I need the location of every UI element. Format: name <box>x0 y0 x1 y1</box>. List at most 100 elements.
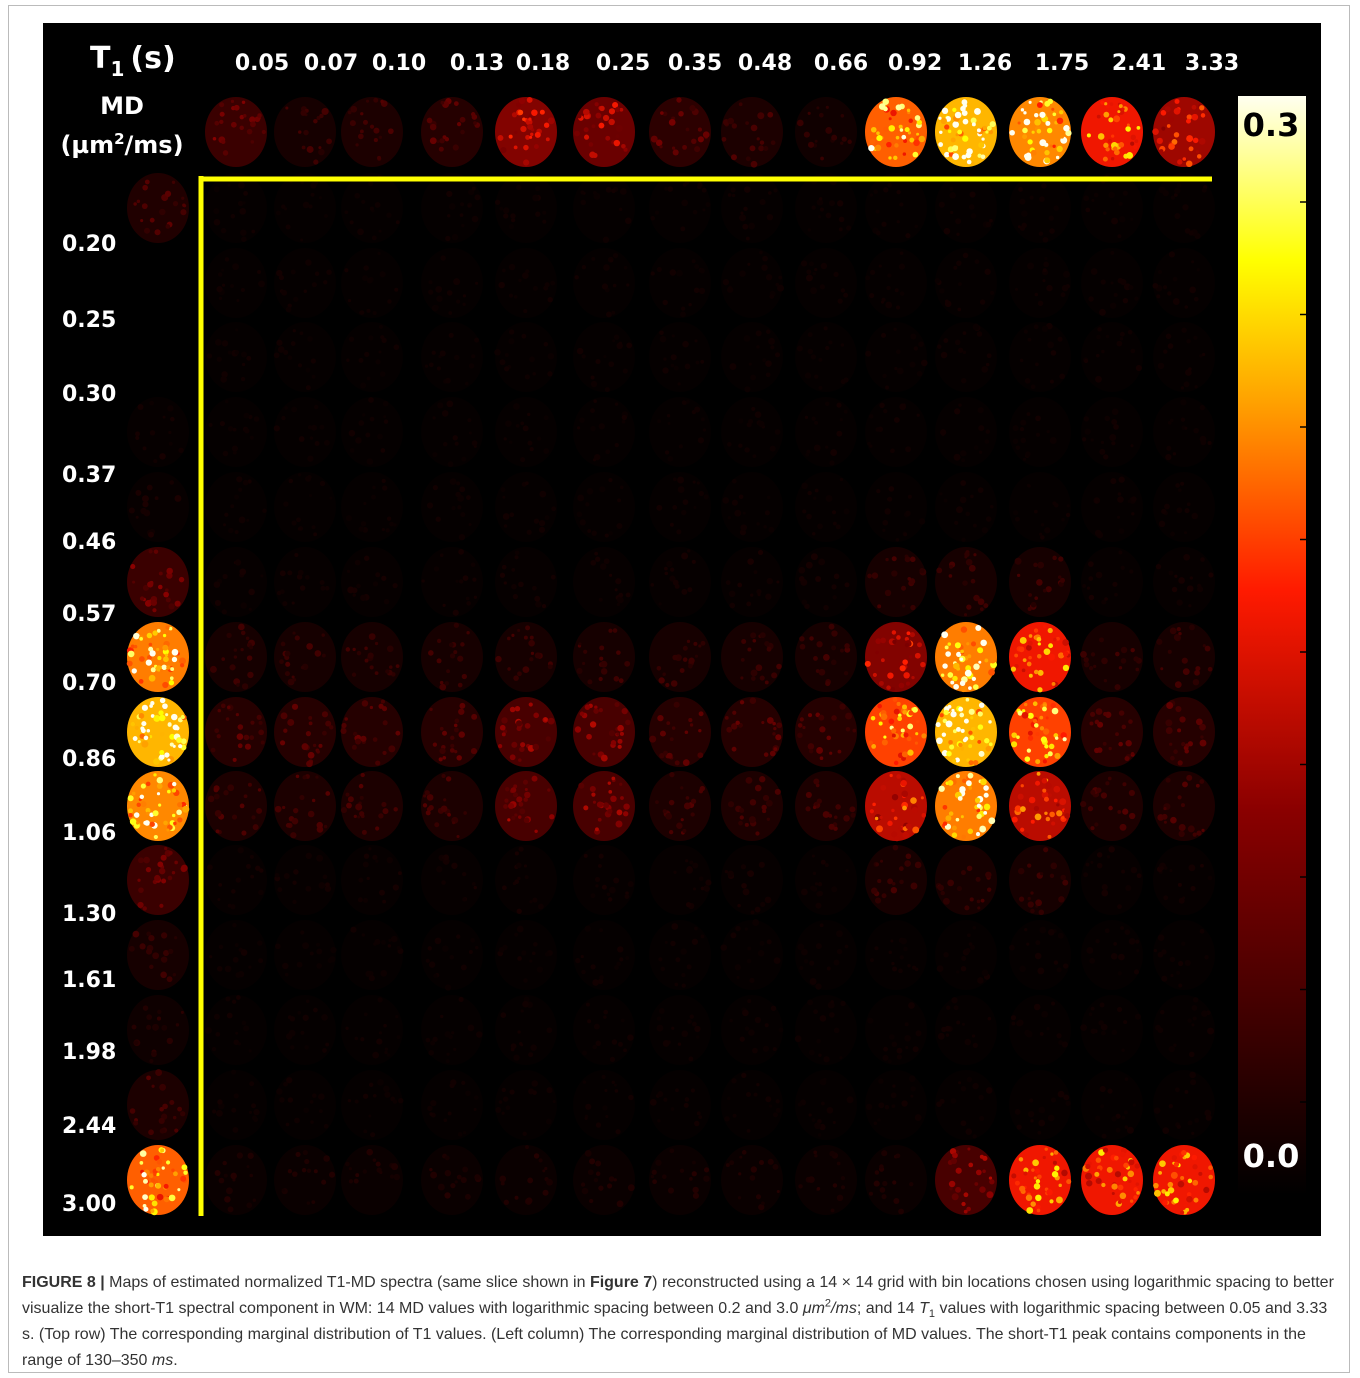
brain-speck <box>611 740 616 745</box>
brain-speck <box>308 752 315 759</box>
brain-speck <box>374 939 380 945</box>
brain-speck <box>308 716 312 720</box>
brain-speck <box>382 751 386 755</box>
brain-speck <box>253 1109 259 1115</box>
brain-speck <box>1046 1027 1049 1030</box>
brain-speck <box>545 952 550 957</box>
brain-speck <box>173 201 178 206</box>
brain-speck <box>290 1045 295 1050</box>
brain-speck <box>1185 228 1191 234</box>
brain-speck <box>1114 293 1118 297</box>
brain-speck <box>535 652 541 658</box>
brain-speck <box>948 740 953 745</box>
brain-speck <box>159 453 165 459</box>
brain-speck <box>429 708 432 711</box>
brain-speck <box>463 294 466 297</box>
brain-speck <box>1100 100 1104 104</box>
brain-speck <box>348 110 352 114</box>
brain-speck <box>619 957 623 961</box>
brain-speck <box>818 891 823 896</box>
brain-speck <box>695 361 699 365</box>
brain-speck <box>868 741 873 746</box>
brain-speck <box>305 575 310 580</box>
brain-speck <box>428 289 433 294</box>
brain-map <box>721 322 783 392</box>
brain-speck <box>1175 1087 1180 1092</box>
brain-speck <box>939 202 945 208</box>
brain-speck <box>304 290 307 293</box>
brain-speck <box>452 821 455 824</box>
brain-speck <box>162 703 168 709</box>
brain-speck <box>241 830 246 835</box>
brain-speck <box>816 1039 821 1044</box>
brain-speck <box>523 978 528 983</box>
brain-speck <box>832 595 836 599</box>
brain-speck <box>1101 1031 1106 1036</box>
brain-speck <box>207 864 213 870</box>
brain-speck <box>763 1046 769 1052</box>
brain-speck <box>612 1039 617 1044</box>
brain-speck <box>1104 416 1110 422</box>
brain-speck <box>673 149 679 155</box>
brain-speck <box>1203 1187 1209 1193</box>
brain-speck <box>615 578 621 584</box>
brain-speck <box>618 593 623 598</box>
brain-speck <box>324 1124 329 1129</box>
brain-speck <box>898 1209 904 1215</box>
brain-speck <box>890 110 896 116</box>
brain-speck <box>1159 521 1166 528</box>
brain-speck <box>137 803 141 807</box>
brain-map <box>205 248 267 318</box>
brain-speck <box>944 228 951 235</box>
brain-speck <box>163 821 168 826</box>
brain-speck <box>439 147 444 152</box>
brain-speck <box>288 1169 292 1173</box>
brain-speck <box>281 204 286 209</box>
brain-speck <box>989 219 993 223</box>
brain-speck <box>1167 124 1171 128</box>
brain-speck <box>624 148 628 152</box>
brain-speck <box>533 744 540 751</box>
brain-speck <box>704 886 710 892</box>
brain-speck <box>1021 210 1028 217</box>
brain-speck <box>153 810 159 816</box>
brain-speck <box>744 386 750 392</box>
brain-speck <box>285 662 290 667</box>
brain-speck <box>979 826 986 833</box>
brain-speck <box>831 660 837 666</box>
brain-speck <box>1135 939 1139 943</box>
brain-speck <box>1180 1176 1184 1180</box>
brain-speck <box>840 1001 845 1006</box>
brain-speck <box>518 110 523 115</box>
brain-speck <box>1100 1104 1104 1108</box>
brain-speck <box>221 703 226 708</box>
brain-speck <box>968 686 972 690</box>
brain-speck <box>918 341 924 347</box>
brain-speck <box>975 259 980 264</box>
brain-speck <box>1035 732 1039 736</box>
brain-speck <box>130 1185 134 1189</box>
brain-speck <box>1119 666 1122 669</box>
brain-speck <box>740 524 747 531</box>
brain-speck <box>741 864 746 869</box>
brain-speck <box>603 355 606 358</box>
brain-speck <box>246 864 251 869</box>
brain-speck <box>1188 864 1195 871</box>
brain-speck <box>318 1093 325 1100</box>
brain-speck <box>436 517 441 522</box>
brain-speck <box>1119 477 1125 483</box>
brain-speck <box>693 1193 699 1199</box>
brain-speck <box>900 938 907 945</box>
brain-speck <box>371 495 376 500</box>
brain-speck <box>1036 579 1043 586</box>
brain-speck <box>580 712 584 716</box>
brain-speck <box>961 1086 966 1091</box>
brain-speck <box>142 705 148 711</box>
brain-speck <box>797 943 804 950</box>
brain-speck <box>546 1087 552 1093</box>
brain-speck <box>387 299 392 304</box>
brain-speck <box>445 984 451 990</box>
brain-speck <box>1017 574 1020 577</box>
brain-speck <box>973 324 980 331</box>
brain-speck <box>517 956 522 961</box>
